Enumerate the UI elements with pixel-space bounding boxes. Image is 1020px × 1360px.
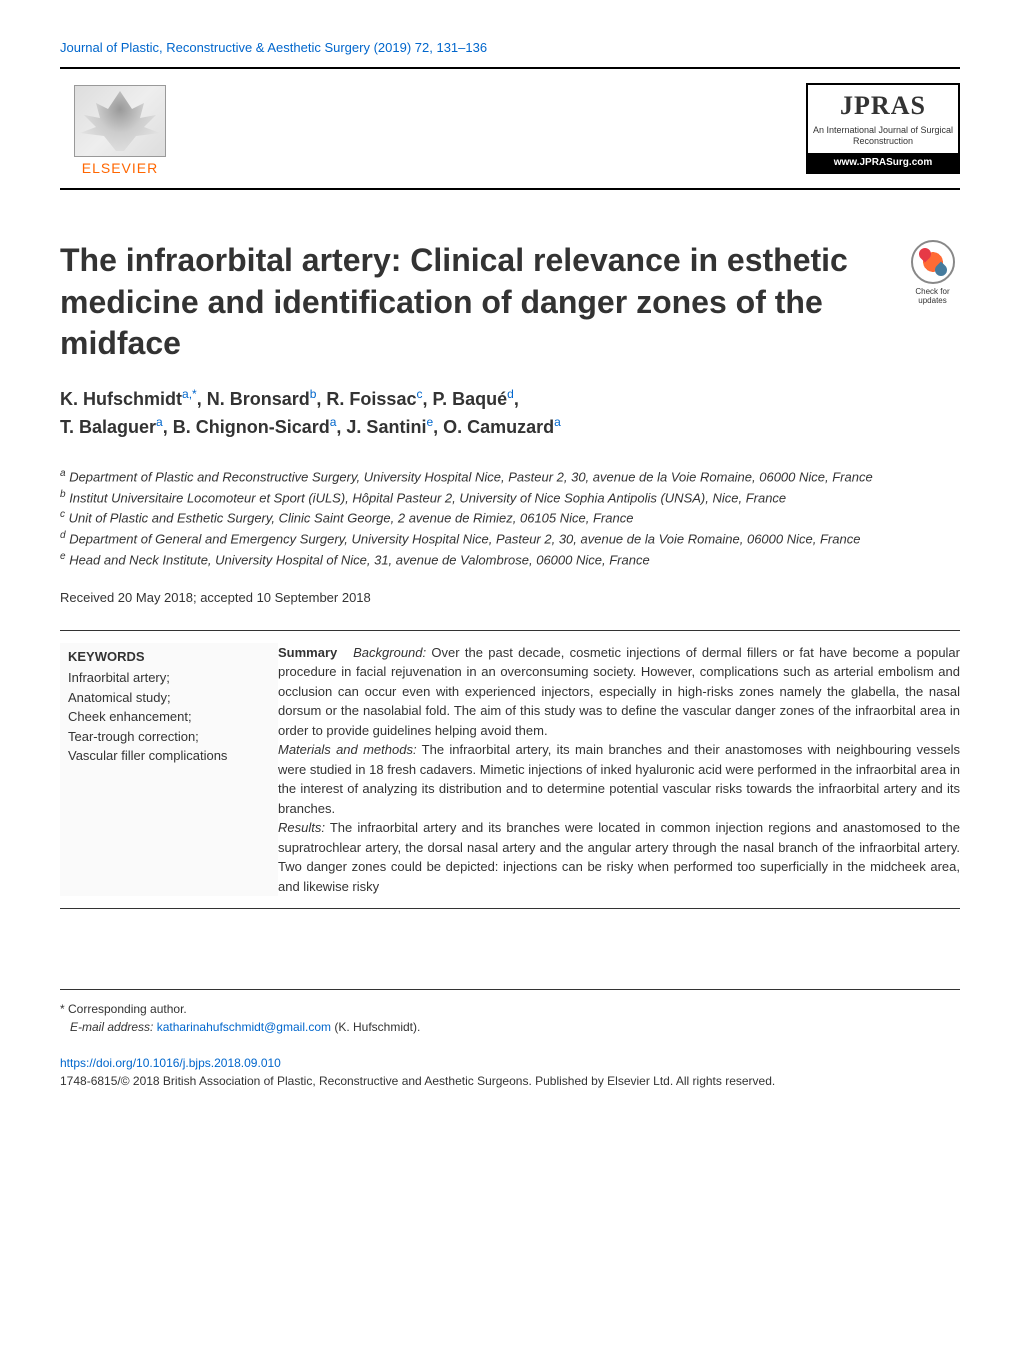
- abstract-box: KEYWORDS Infraorbital artery; Anatomical…: [60, 630, 960, 910]
- check-updates-badge[interactable]: Check for updates: [905, 240, 960, 306]
- crossmark-icon: [911, 240, 955, 284]
- corresponding-name: (K. Hufschmidt).: [331, 1020, 420, 1034]
- keywords-column: KEYWORDS Infraorbital artery; Anatomical…: [60, 643, 278, 897]
- author-4-affil: d: [507, 387, 514, 401]
- author-1: K. Hufschmidt: [60, 389, 182, 409]
- corresponding-label: * Corresponding author.: [60, 1000, 960, 1018]
- affiliation-e: Head and Neck Institute, University Hosp…: [69, 552, 650, 567]
- keywords-list: Infraorbital artery; Anatomical study; C…: [68, 668, 258, 766]
- affiliation-a: Department of Plastic and Reconstructive…: [69, 469, 873, 484]
- journal-citation[interactable]: Journal of Plastic, Reconstructive & Aes…: [60, 40, 960, 55]
- authors-list: K. Hufschmidta,*, N. Bronsardb, R. Foiss…: [60, 385, 960, 441]
- author-5-affil: a: [156, 415, 163, 429]
- summary-label: Summary: [278, 645, 337, 660]
- journal-tagline: An International Journal of Surgical Rec…: [808, 123, 958, 153]
- elsevier-tree-icon: [74, 85, 166, 157]
- affiliation-c: Unit of Plastic and Esthetic Surgery, Cl…: [69, 511, 634, 526]
- background-label: Background:: [353, 645, 426, 660]
- journal-abbrev: JPRAS: [808, 85, 958, 123]
- publisher-name: ELSEVIER: [82, 160, 158, 176]
- author-3: , R. Foissac: [316, 389, 416, 409]
- article-dates: Received 20 May 2018; accepted 10 Septem…: [60, 590, 960, 605]
- header-bar: ELSEVIER JPRAS An International Journal …: [60, 67, 960, 190]
- email-label: E-mail address:: [70, 1020, 153, 1034]
- affiliations-block: a Department of Plastic and Reconstructi…: [60, 466, 960, 570]
- doi-link[interactable]: https://doi.org/10.1016/j.bjps.2018.09.0…: [60, 1056, 960, 1070]
- author-8: , O. Camuzard: [433, 417, 554, 437]
- journal-logo: JPRAS An International Journal of Surgic…: [806, 83, 960, 174]
- copyright-line: 1748-6815/© 2018 British Association of …: [60, 1074, 960, 1088]
- results-label: Results:: [278, 820, 325, 835]
- materials-label: Materials and methods:: [278, 742, 417, 757]
- summary-column: Summary Background: Over the past decade…: [278, 643, 960, 897]
- author-4: , P. Baqué: [422, 389, 507, 409]
- author-7: , J. Santini: [336, 417, 426, 437]
- journal-url[interactable]: www.JPRASurg.com: [808, 153, 958, 172]
- article-title: The infraorbital artery: Clinical releva…: [60, 240, 905, 365]
- author-5: T. Balaguer: [60, 417, 156, 437]
- results-text: The infraorbital artery and its branches…: [278, 820, 960, 894]
- check-updates-label: Check for updates: [905, 288, 960, 306]
- affiliation-d: Department of General and Emergency Surg…: [69, 532, 860, 547]
- author-6: , B. Chignon-Sicard: [163, 417, 330, 437]
- author-2: , N. Bronsard: [197, 389, 310, 409]
- corresponding-author: * Corresponding author. E-mail address: …: [60, 1000, 960, 1036]
- footer-divider: [60, 989, 960, 990]
- affiliation-b: Institut Universitaire Locomoteur et Spo…: [69, 490, 786, 505]
- author-8-affil: a: [554, 415, 561, 429]
- publisher-logo: ELSEVIER: [60, 81, 180, 176]
- corresponding-email[interactable]: katharinahufschmidt@gmail.com: [157, 1020, 331, 1034]
- author-1-affil: a,: [182, 387, 192, 401]
- keywords-heading: KEYWORDS: [68, 647, 258, 667]
